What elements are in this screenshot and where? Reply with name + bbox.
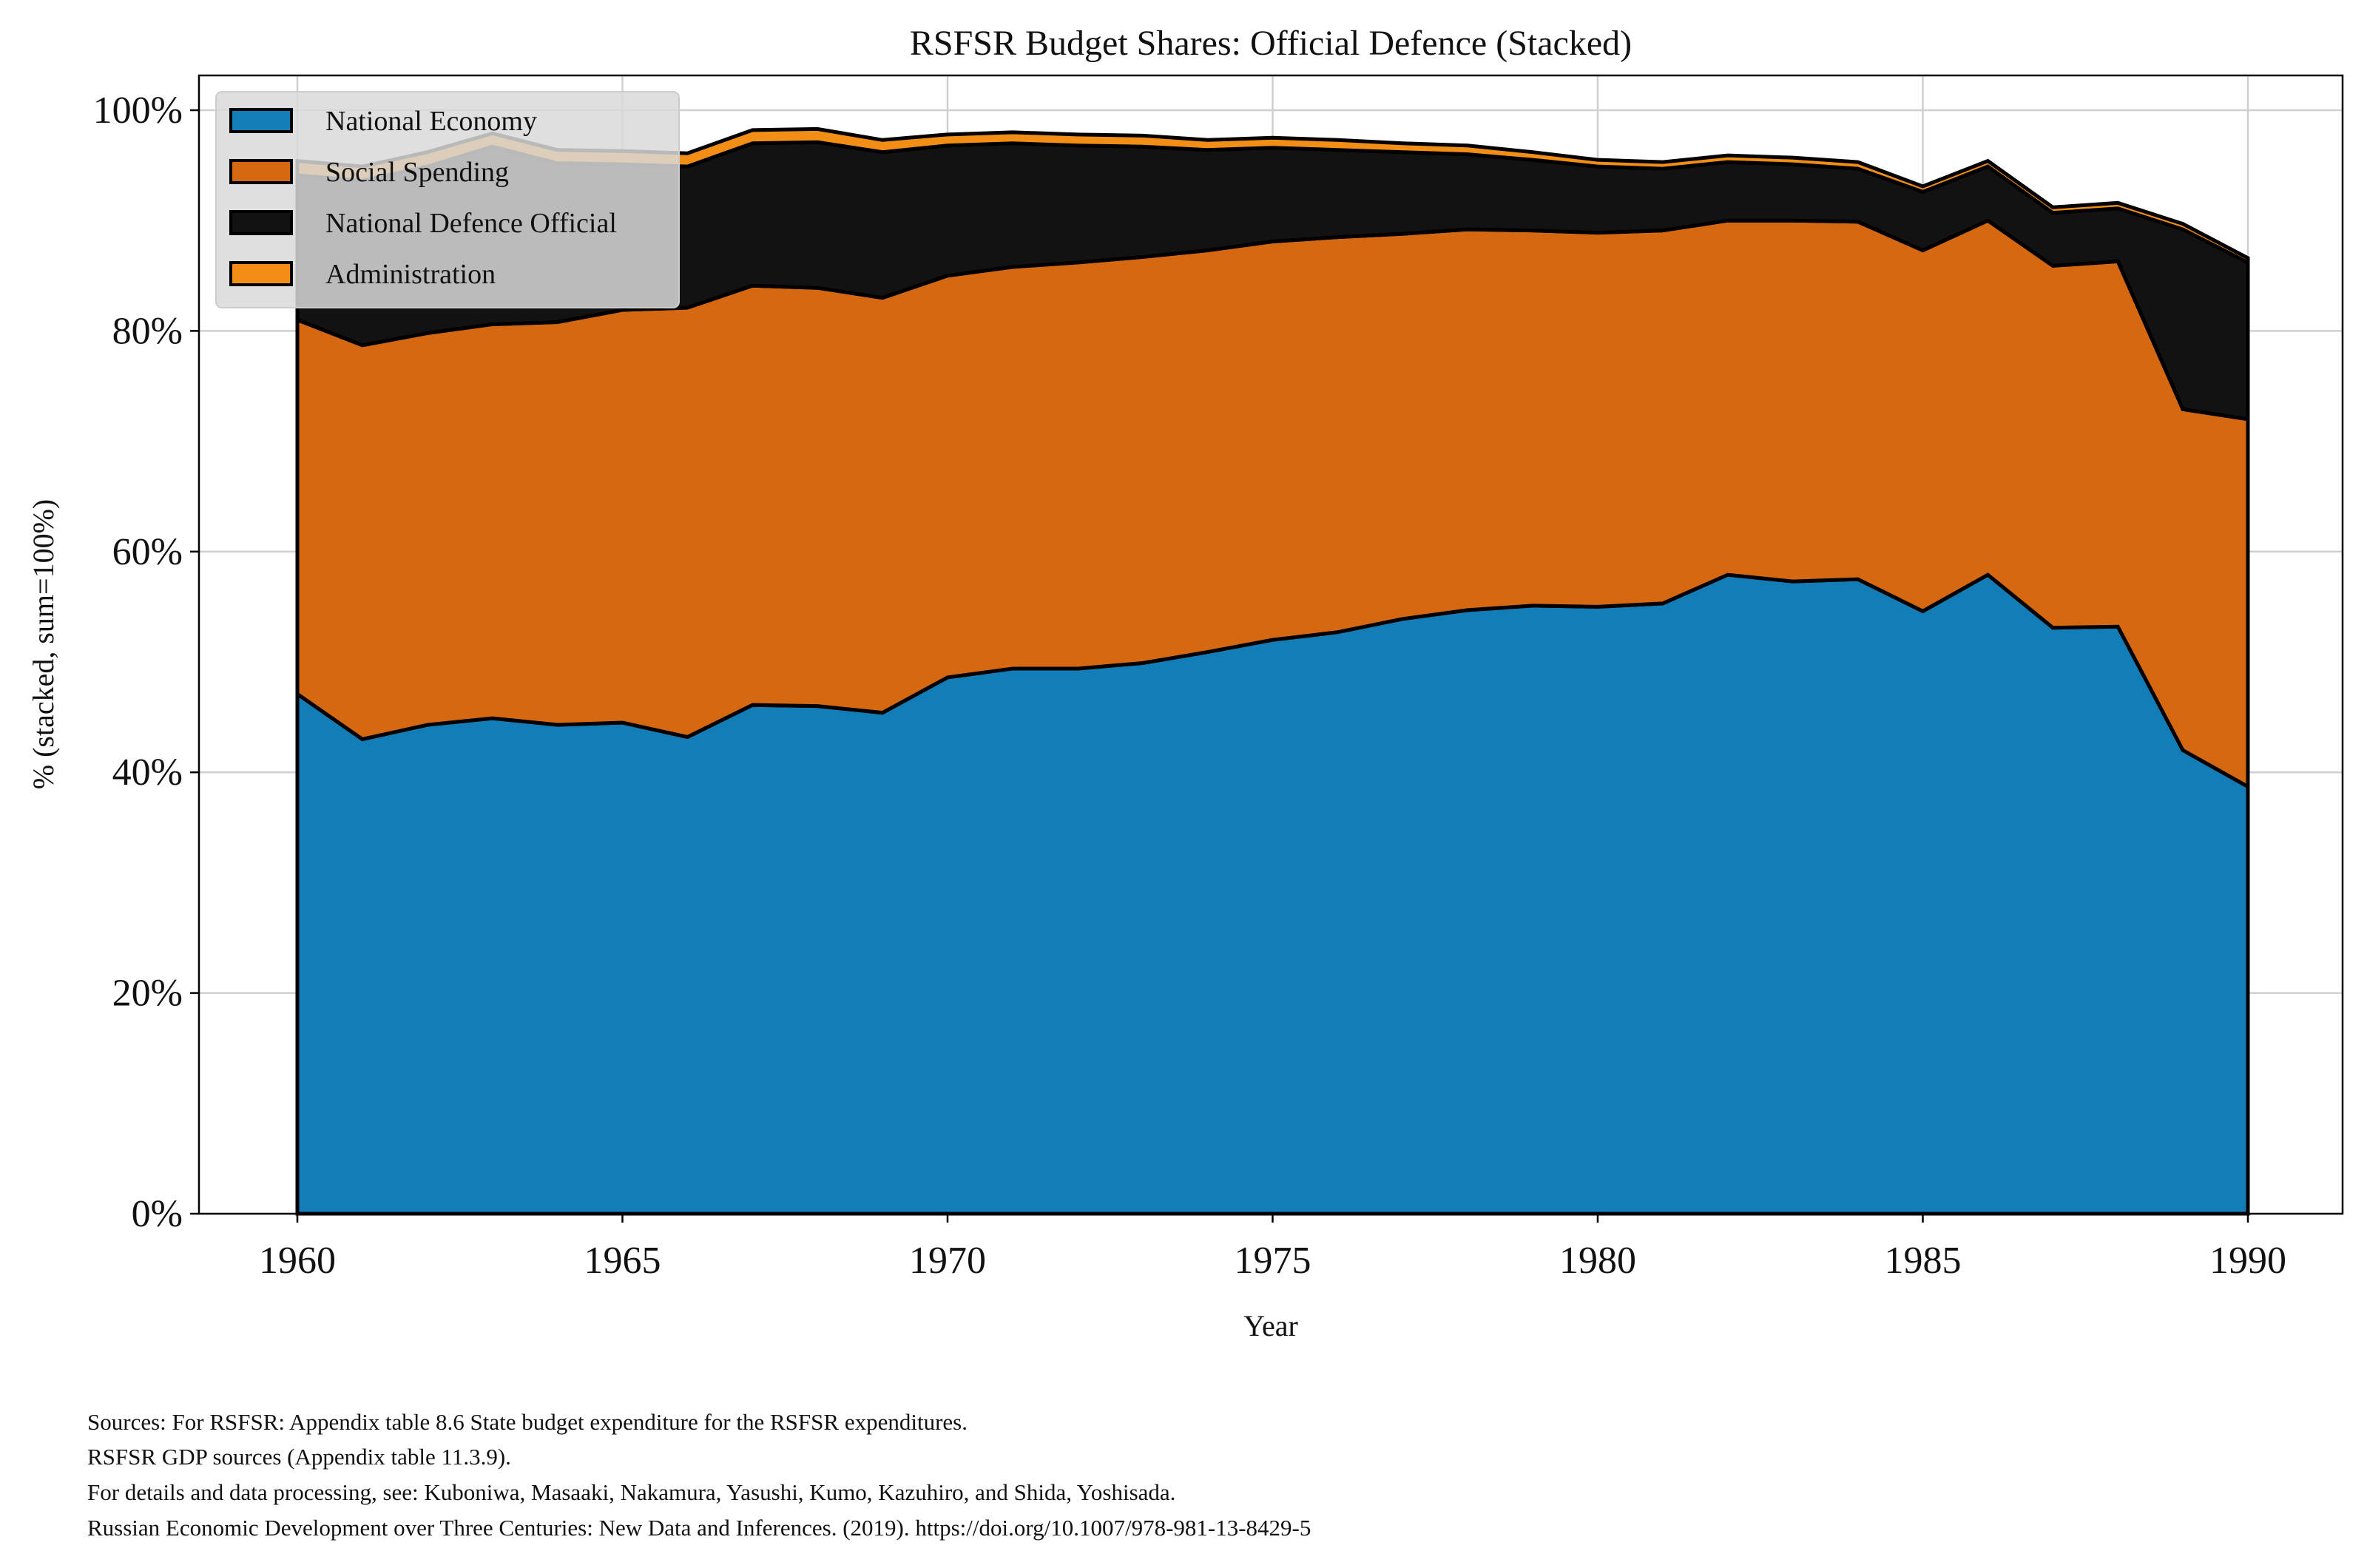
legend-swatch [229, 210, 293, 235]
legend-swatch [229, 159, 293, 184]
x-tick-label: 1975 [1235, 1240, 1311, 1282]
legend-label: Social Spending [325, 157, 509, 188]
source-line: Russian Economic Development over Three … [87, 1515, 1311, 1541]
legend-box [215, 91, 680, 308]
legend-label: National Economy [325, 106, 537, 137]
x-axis-label: Year [1243, 1309, 1298, 1342]
x-tick-label: 1970 [909, 1240, 986, 1282]
chart-title: RSFSR Budget Shares: Official Defence (S… [910, 24, 1632, 63]
x-tick-label: 1985 [1885, 1240, 1962, 1282]
x-tick-label: 1965 [584, 1240, 661, 1282]
x-tick-label: 1990 [2209, 1240, 2286, 1282]
areas [295, 126, 2250, 1216]
y-tick-label: 100% [93, 89, 183, 132]
y-tick-label: 60% [112, 531, 183, 573]
sources-note: Sources: For RSFSR: Appendix table 8.6 S… [87, 1409, 1311, 1541]
y-tick-label: 0% [132, 1193, 183, 1235]
y-axis-label: % (stacked, sum=100%) [27, 499, 60, 789]
legend-label: Administration [325, 259, 496, 290]
x-tick-label: 1960 [259, 1240, 336, 1282]
source-line: RSFSR GDP sources (Appendix table 11.3.9… [87, 1444, 511, 1470]
source-line: Sources: For RSFSR: Appendix table 8.6 S… [87, 1409, 968, 1435]
legend: National Economy Social Spending National … [215, 91, 680, 308]
legend-label: National Defence Official [325, 208, 617, 239]
x-tick-label: 1980 [1559, 1240, 1636, 1282]
plot-frame [197, 74, 2344, 1215]
y-tick-label: 20% [112, 973, 183, 1015]
area-administration [295, 126, 2250, 266]
source-line: For details and data processing, see: Ku… [87, 1479, 1175, 1505]
axis-ticks: 1960 1965 1970 1975 1980 1985 1990 0% 20% 40% 60% 8… [93, 89, 2286, 1282]
legend-swatch [229, 108, 293, 133]
legend-swatch [229, 261, 293, 286]
y-tick-label: 40% [112, 751, 183, 794]
y-tick-label: 80% [112, 310, 183, 352]
